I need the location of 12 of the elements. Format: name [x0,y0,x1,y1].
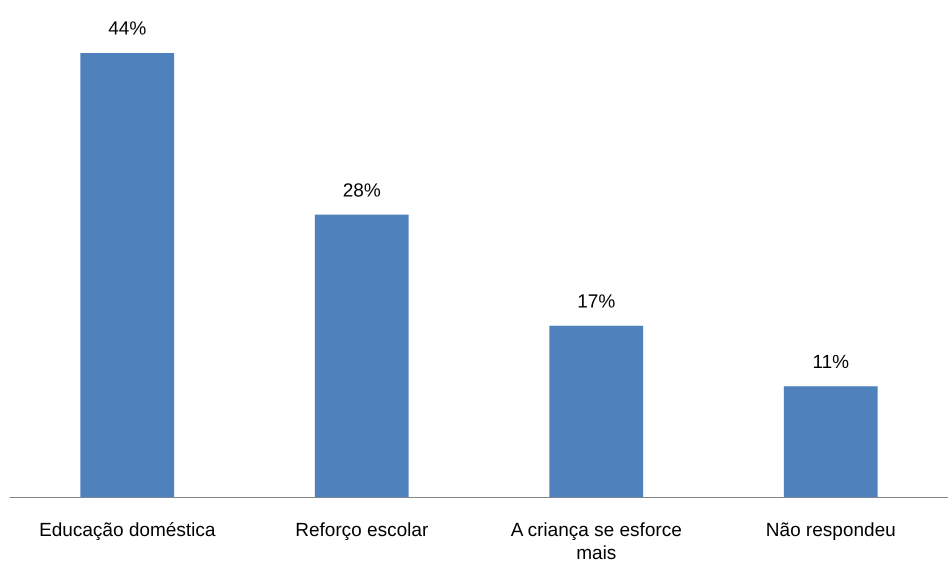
x-tick-label: Educação doméstica [39,520,216,542]
x-tick-label: A criança se esforce mais [510,520,682,564]
x-tick-label: Não respondeu [766,520,896,542]
x-tick-label: Reforço escolar [295,520,429,542]
data-label: 28% [342,180,381,202]
bar [314,214,409,498]
bar [549,326,644,498]
data-label: 44% [108,18,146,40]
bar [784,386,878,498]
data-label: 17% [577,291,616,312]
bar [80,53,174,498]
data-label: 11% [812,352,850,374]
